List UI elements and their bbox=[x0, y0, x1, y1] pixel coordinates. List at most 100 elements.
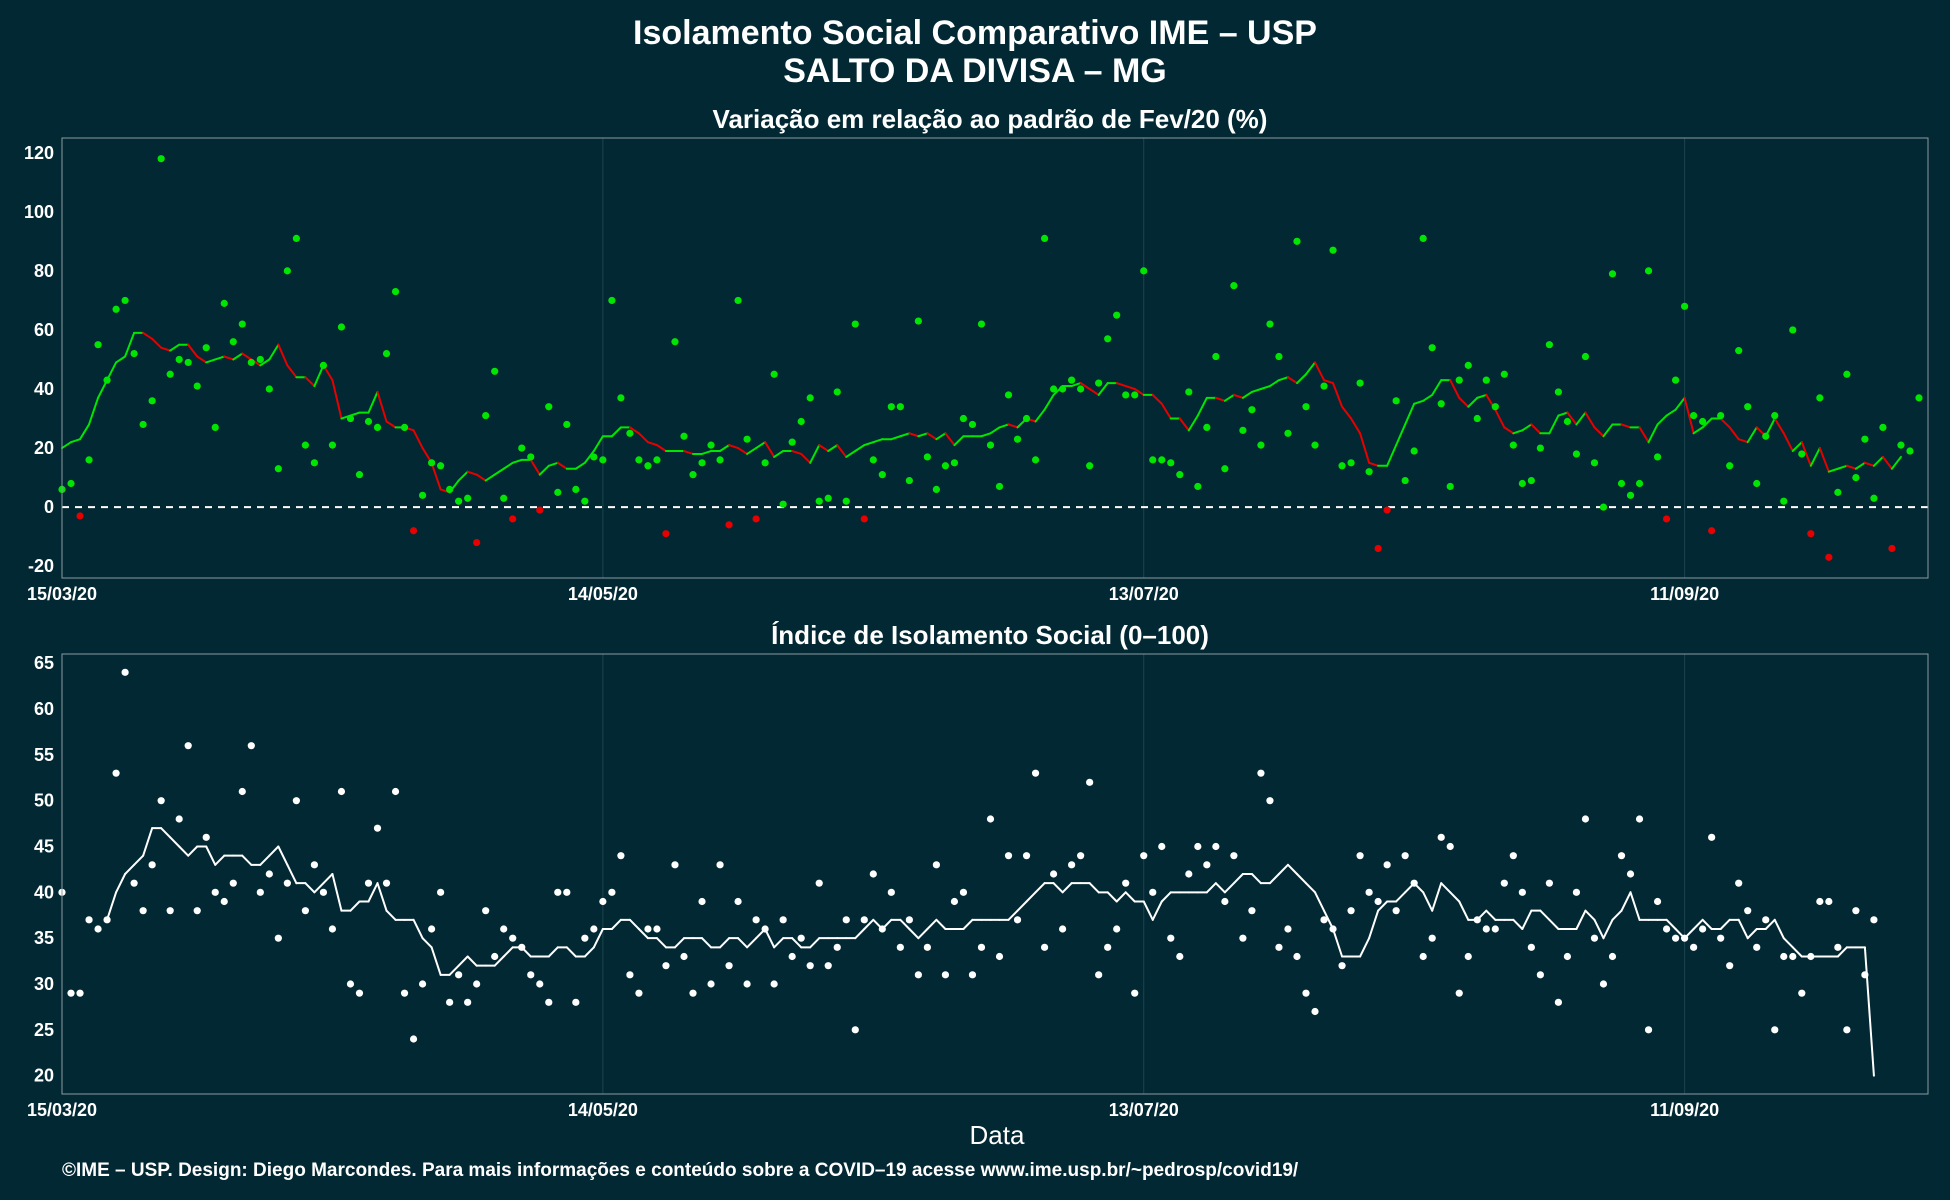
moving-average-segment bbox=[187, 343, 199, 358]
moving-average-segment bbox=[1214, 396, 1226, 402]
data-point bbox=[337, 787, 346, 796]
moving-average-segment bbox=[935, 918, 947, 930]
data-point bbox=[256, 888, 264, 896]
data-point bbox=[355, 471, 364, 479]
data-point bbox=[148, 397, 156, 405]
data-point bbox=[1608, 270, 1617, 278]
moving-average-segment bbox=[1007, 423, 1019, 429]
data-point bbox=[1356, 852, 1364, 860]
moving-average-segment bbox=[547, 461, 559, 467]
moving-average-segment bbox=[1286, 863, 1298, 875]
moving-average-segment bbox=[313, 882, 325, 894]
moving-average-segment bbox=[583, 450, 595, 464]
data-point bbox=[1807, 530, 1815, 538]
moving-average-segment bbox=[1521, 909, 1533, 930]
moving-average-segment bbox=[583, 946, 595, 958]
data-point bbox=[1031, 456, 1040, 464]
moving-average-segment bbox=[61, 441, 73, 450]
data-point bbox=[1410, 879, 1418, 887]
data-point bbox=[1635, 479, 1644, 488]
moving-average-segment bbox=[1295, 873, 1307, 885]
moving-average-segment bbox=[106, 891, 118, 921]
data-point bbox=[1653, 897, 1662, 906]
data-point bbox=[1392, 397, 1400, 405]
data-point bbox=[1726, 462, 1734, 470]
data-point bbox=[815, 497, 823, 505]
moving-average-segment bbox=[1359, 432, 1371, 464]
data-point bbox=[1203, 861, 1211, 869]
data-point bbox=[328, 441, 337, 449]
data-point bbox=[220, 299, 228, 307]
moving-average-segment bbox=[304, 376, 316, 388]
moving-average-segment bbox=[1503, 426, 1515, 435]
moving-average-segment bbox=[385, 909, 397, 921]
data-point bbox=[1329, 925, 1337, 933]
moving-average-segment bbox=[1737, 918, 1749, 940]
moving-average-segment bbox=[1305, 361, 1317, 376]
moving-average-segment bbox=[610, 918, 622, 930]
moving-average-segment bbox=[1232, 393, 1244, 399]
data-point bbox=[157, 797, 165, 805]
data-point bbox=[1302, 403, 1310, 411]
moving-average-segment bbox=[1223, 882, 1235, 894]
data-point bbox=[1527, 476, 1535, 485]
data-point bbox=[851, 1026, 859, 1034]
data-point bbox=[743, 435, 751, 443]
data-point bbox=[482, 907, 490, 915]
data-point bbox=[409, 527, 418, 535]
data-point bbox=[1176, 952, 1184, 961]
moving-average-segment bbox=[232, 352, 244, 361]
data-point bbox=[1879, 423, 1887, 431]
data-point bbox=[779, 916, 787, 924]
data-point bbox=[1771, 1026, 1779, 1034]
chart-subtitle: SALTO DA DIVISA – MG bbox=[783, 52, 1166, 90]
moving-average-segment bbox=[1323, 379, 1335, 385]
data-point bbox=[283, 879, 291, 887]
data-point bbox=[1149, 888, 1157, 896]
moving-average-segment bbox=[1512, 918, 1524, 930]
moving-average-segment bbox=[466, 955, 478, 967]
moving-average-segment bbox=[457, 955, 469, 967]
data-point bbox=[1735, 347, 1743, 355]
moving-average-segment bbox=[1692, 426, 1704, 435]
data-point bbox=[995, 952, 1004, 961]
moving-average-segment bbox=[1341, 405, 1353, 420]
data-point bbox=[1870, 916, 1878, 924]
moving-average-segment bbox=[1286, 376, 1298, 385]
data-point bbox=[797, 934, 805, 942]
data-point bbox=[851, 320, 859, 328]
moving-average-segment bbox=[1602, 918, 1614, 940]
data-point bbox=[1762, 432, 1770, 440]
moving-average-segment bbox=[637, 432, 649, 444]
data-point bbox=[1617, 852, 1626, 860]
data-point bbox=[1590, 934, 1599, 942]
data-point bbox=[283, 267, 291, 275]
data-point bbox=[1455, 376, 1463, 384]
moving-average-segment bbox=[430, 946, 442, 976]
moving-average-segment bbox=[1530, 423, 1542, 435]
moving-average-segment bbox=[1070, 382, 1082, 388]
variation-panel: Variação em relação ao padrão de Fev/20 … bbox=[24, 104, 1929, 604]
data-point bbox=[689, 471, 697, 479]
data-point bbox=[1545, 879, 1553, 887]
moving-average-segment bbox=[1079, 382, 1091, 391]
moving-average-segment bbox=[448, 964, 460, 976]
data-point bbox=[1635, 815, 1644, 823]
moving-average-segment bbox=[1232, 873, 1244, 885]
moving-average-segment bbox=[1476, 393, 1488, 399]
moving-average-segment bbox=[962, 918, 974, 930]
moving-average-segment bbox=[1809, 447, 1821, 467]
x-tick-label: 15/03/20 bbox=[27, 584, 97, 604]
moving-average-segment bbox=[1773, 918, 1785, 940]
data-point bbox=[1122, 391, 1130, 399]
data-point bbox=[1690, 943, 1698, 951]
data-point bbox=[986, 441, 995, 449]
data-point bbox=[1437, 400, 1445, 408]
moving-average-segment bbox=[998, 423, 1010, 429]
data-point bbox=[1040, 234, 1049, 243]
data-point bbox=[527, 971, 535, 979]
data-point bbox=[1780, 497, 1788, 505]
data-point bbox=[1437, 833, 1445, 841]
data-point bbox=[1022, 852, 1031, 860]
data-point bbox=[1843, 1026, 1851, 1034]
